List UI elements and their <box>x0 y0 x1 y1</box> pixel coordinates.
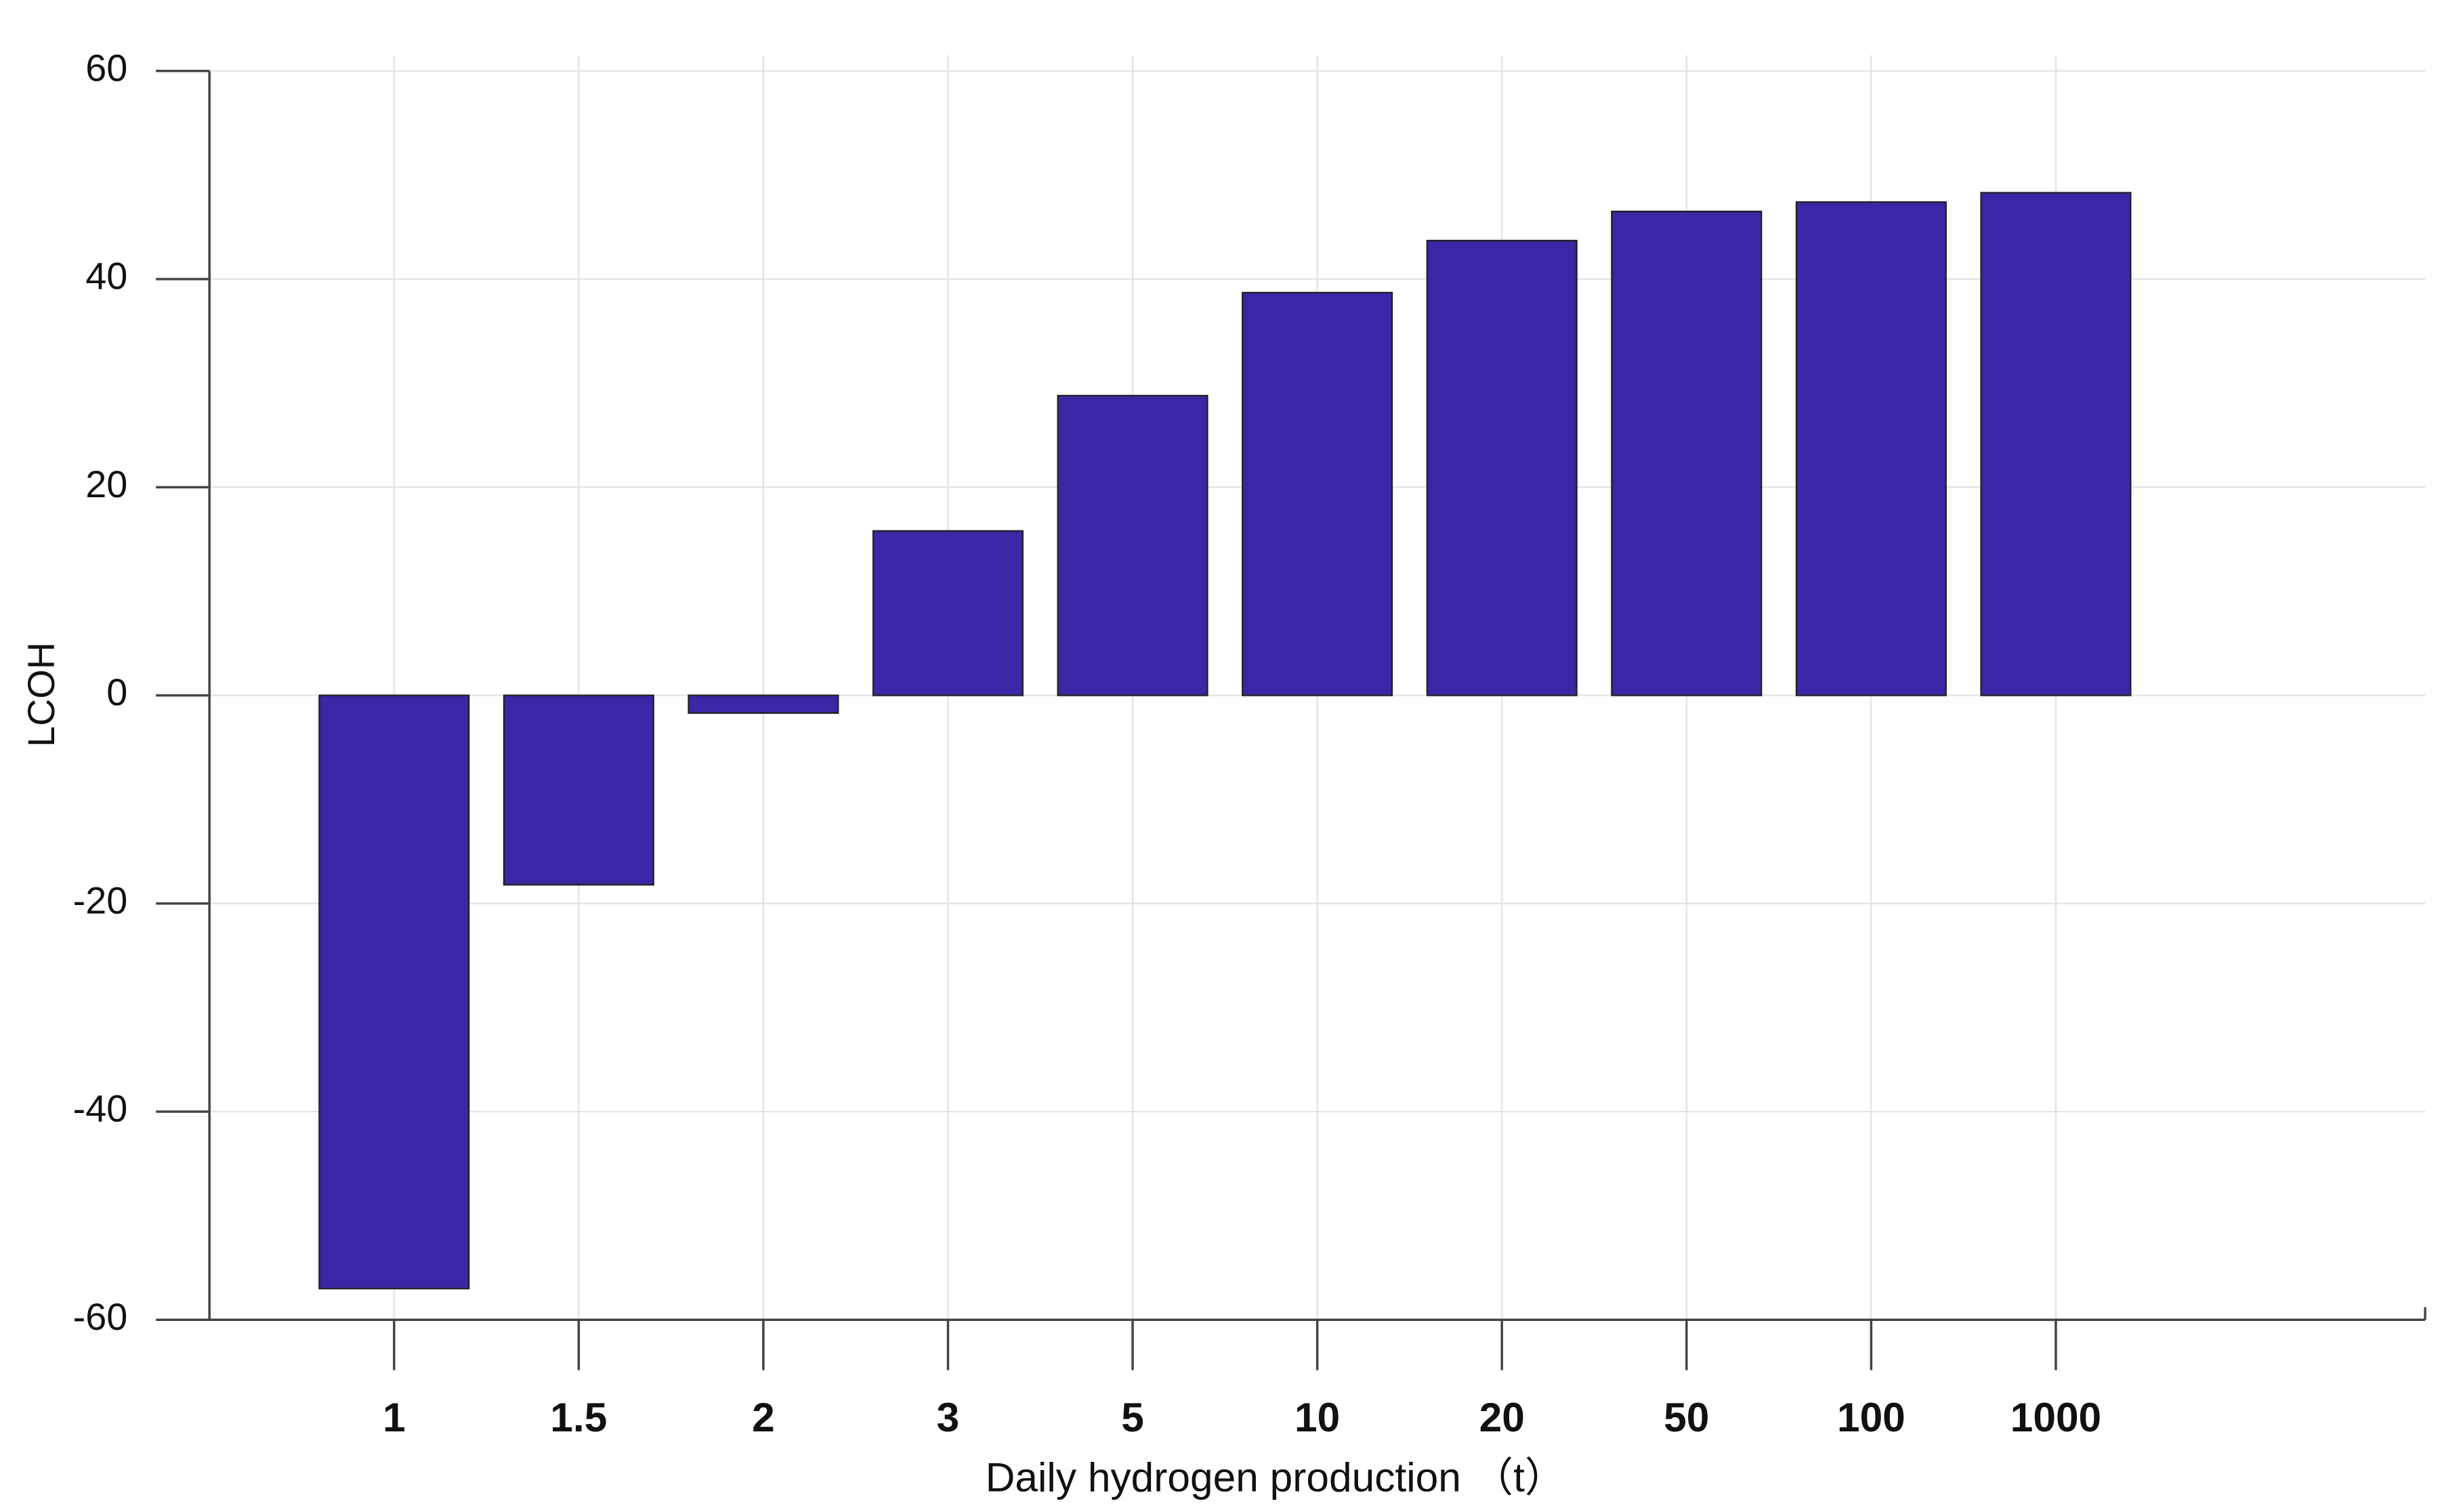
x-tick-label: 1000 <box>2010 1394 2101 1440</box>
x-tick-label: 50 <box>1664 1394 1709 1440</box>
bar <box>1057 394 1208 696</box>
x-tick-label: 1 <box>383 1394 406 1440</box>
x-tick-label: 100 <box>1837 1394 1905 1440</box>
x-tick-label: 1.5 <box>550 1394 607 1440</box>
y-tick-label: -40 <box>73 1087 128 1130</box>
y-axis-label: LCOH <box>20 642 62 747</box>
y-tick-label: 0 <box>106 671 127 713</box>
y-tick-label: -60 <box>73 1295 128 1338</box>
bar <box>1611 210 1763 696</box>
bar <box>688 694 839 714</box>
y-tick-label: -20 <box>73 879 128 921</box>
y-tick-label: 20 <box>85 463 127 505</box>
x-tick-label: 2 <box>752 1394 775 1440</box>
x-tick-label: 3 <box>937 1394 960 1440</box>
bar <box>503 694 654 886</box>
x-tick-label: 20 <box>1479 1394 1525 1440</box>
bar <box>872 530 1024 696</box>
y-tick-label: 40 <box>85 255 127 297</box>
y-tick-label: 60 <box>85 46 127 89</box>
x-axis-label: Daily hydrogen production （t） <box>986 1454 1566 1500</box>
x-tick-label: 5 <box>1121 1394 1144 1440</box>
bar <box>1426 239 1578 696</box>
bar <box>1242 291 1393 696</box>
bar <box>1980 192 2132 696</box>
x-tick-label: 10 <box>1294 1394 1340 1440</box>
bar <box>1795 201 1947 696</box>
bar <box>318 694 470 1290</box>
